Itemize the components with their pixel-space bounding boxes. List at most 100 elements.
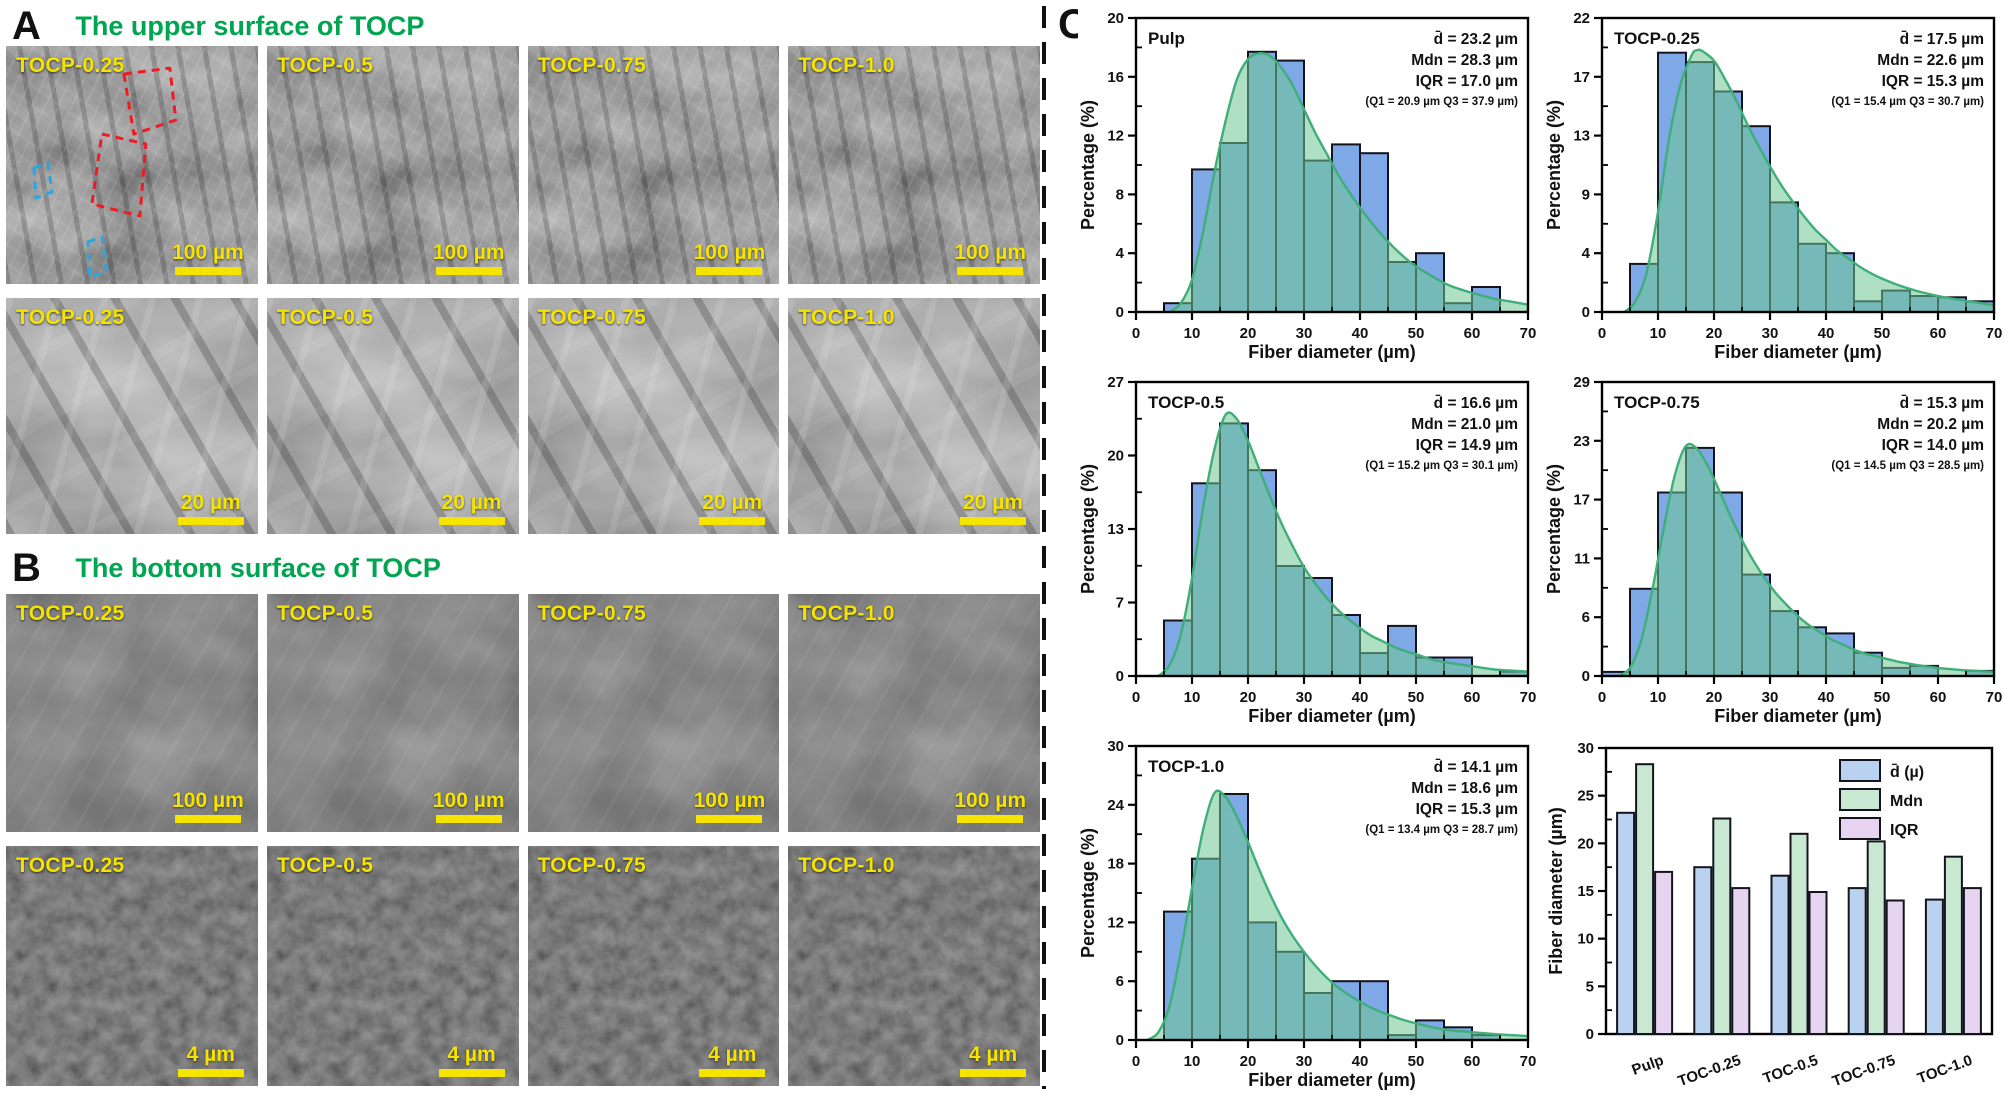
- scale-bar-line: [696, 267, 763, 275]
- svg-text:50: 50: [1408, 1053, 1425, 1070]
- sem-texture: [266, 298, 519, 534]
- svg-text:0: 0: [1116, 668, 1124, 685]
- panel-b-title: The bottom surface of TOCP: [75, 553, 441, 583]
- stats-line: d̄ = 15.3 µm: [1900, 394, 1984, 412]
- summary-bar: [1789, 832, 1809, 1035]
- scale-bar-label: 100 µm: [954, 788, 1026, 812]
- summary-bar: [1847, 887, 1867, 1035]
- scale-bar: 100 µm: [954, 788, 1026, 823]
- y-axis-label: Percentage (%): [1544, 464, 1564, 594]
- sem-fiber-overlay: [527, 298, 780, 534]
- svg-text:60: 60: [1930, 325, 1947, 342]
- svg-text:10: 10: [1184, 1053, 1201, 1070]
- sem-texture: [266, 594, 519, 832]
- sem-tile-a1-tocp-0.5: TOCP-0.5 100 µm: [266, 46, 519, 284]
- scale-bar-label: 20 µm: [702, 490, 763, 514]
- sample-label: Pulp: [1148, 29, 1185, 48]
- summary-bar: [1943, 855, 1963, 1035]
- panel-a-letter: A: [12, 4, 41, 48]
- sem-tile-b1-tocp-0.25: TOCP-0.25 100 µm: [6, 594, 258, 832]
- category-label: TOC-1.0: [1915, 1052, 1975, 1088]
- histogram-tocp-0.75: 0 6 11 17 23 29 0 10 20 30 40 50 60 70 Fiber diameter …: [1544, 372, 2002, 728]
- y-axis-label: Percentage (%): [1078, 464, 1098, 594]
- scale-bar-line: [699, 517, 766, 525]
- sem-tile-a2-tocp-0.5: TOCP-0.5 20 µm: [266, 298, 519, 534]
- svg-text:70: 70: [1986, 689, 2002, 706]
- x-axis-label: Fiber diameter (µm): [1248, 706, 1415, 726]
- hist-fit-curve: [1623, 48, 1995, 313]
- svg-text:17: 17: [1573, 492, 1590, 509]
- sem-tile-b1-tocp-0.75: TOCP-0.75 100 µm: [527, 594, 780, 832]
- sem-tile-label: TOCP-0.5: [276, 54, 374, 77]
- svg-text:30: 30: [1296, 325, 1313, 342]
- scale-bar-label: 4 µm: [708, 1042, 757, 1066]
- sem-tile-label: TOCP-0.5: [276, 602, 374, 625]
- svg-text:24: 24: [1107, 797, 1124, 814]
- svg-text:40: 40: [1352, 689, 1369, 706]
- svg-text:29: 29: [1573, 374, 1590, 391]
- hist-fit-curve: [1618, 442, 1995, 678]
- scale-bar-label: 4 µm: [968, 1042, 1018, 1066]
- svg-text:5: 5: [1586, 978, 1594, 995]
- sample-label: TOCP-1.0: [1148, 757, 1224, 776]
- scale-bar: 4 µm: [438, 1043, 505, 1077]
- svg-text:30: 30: [1577, 740, 1594, 757]
- stats-line: d̄ = 14.1 µm: [1434, 758, 1518, 776]
- hist-fit-curve: [1168, 51, 1529, 313]
- stats-line: IQR = 14.0 µm: [1882, 437, 1984, 454]
- scale-bar: 20 µm: [177, 491, 244, 525]
- scale-bar-line: [174, 267, 241, 275]
- svg-text:4: 4: [1116, 245, 1125, 262]
- svg-text:4: 4: [1582, 245, 1591, 262]
- svg-text:27: 27: [1107, 374, 1124, 391]
- svg-text:0: 0: [1582, 304, 1590, 321]
- stats-line: IQR = 17.0 µm: [1416, 73, 1518, 90]
- sem-texture: [527, 594, 780, 832]
- legend-swatch: [1839, 759, 1881, 782]
- sem-tile-a2-tocp-0.75: TOCP-0.75 20 µm: [527, 298, 780, 534]
- histogram-tocp-0.5: 0 7 13 20 27 0 10 20 30 40 50 60 70 Fiber diameter (µ…: [1078, 372, 1536, 728]
- sem-texture: [266, 46, 519, 284]
- sem-tile-b1-tocp-0.5: TOCP-0.5 100 µm: [266, 594, 519, 832]
- svg-text:9: 9: [1582, 186, 1590, 203]
- summary-bar: [1616, 811, 1636, 1035]
- stats-line: IQR = 14.9 µm: [1416, 437, 1518, 454]
- scale-bar-label: 100 µm: [693, 788, 766, 812]
- sem-tile-label: TOCP-0.25: [16, 602, 125, 625]
- svg-text:0: 0: [1582, 668, 1590, 685]
- sem-tile-label: TOCP-1.0: [798, 306, 895, 329]
- svg-text:13: 13: [1107, 521, 1124, 538]
- stats-line: (Q1 = 13.4 µm Q3 = 28.7 µm): [1365, 824, 1518, 836]
- legend-swatch: [1839, 817, 1881, 840]
- svg-text:20: 20: [1107, 10, 1124, 27]
- svg-text:20: 20: [1706, 689, 1723, 706]
- scale-bar-label: 20 µm: [963, 490, 1023, 514]
- y-axis-label: Percentage (%): [1078, 828, 1098, 958]
- legend-swatch: [1839, 788, 1881, 811]
- panel-divider-dashed-line: [1042, 6, 1046, 1089]
- svg-text:0: 0: [1132, 325, 1140, 342]
- scale-bar-line: [438, 517, 505, 525]
- sem-tile-a1-tocp-1.0: TOCP-1.0 100 µm: [788, 46, 1040, 284]
- sem-fiber-overlay: [788, 46, 1040, 284]
- scale-bar: 20 µm: [960, 490, 1026, 525]
- sample-label: TOCP-0.75: [1614, 393, 1700, 412]
- svg-text:0: 0: [1116, 1032, 1124, 1049]
- scale-bar: 4 µm: [177, 1043, 244, 1077]
- sem-texture: [6, 594, 258, 832]
- svg-text:70: 70: [1520, 325, 1536, 342]
- sem-fiber-overlay: [266, 594, 519, 832]
- svg-text:23: 23: [1573, 433, 1590, 450]
- svg-text:70: 70: [1520, 1053, 1536, 1070]
- category-label: Pulp: [1630, 1052, 1666, 1079]
- svg-text:40: 40: [1818, 689, 1835, 706]
- svg-text:10: 10: [1184, 689, 1201, 706]
- sem-tile-a2-tocp-0.25: TOCP-0.25 20 µm: [6, 298, 258, 534]
- svg-text:0: 0: [1586, 1026, 1594, 1043]
- stats-line: IQR = 15.3 µm: [1416, 801, 1518, 818]
- svg-text:0: 0: [1598, 689, 1606, 706]
- y-axis-label: Percentage (%): [1078, 100, 1098, 230]
- svg-text:8: 8: [1116, 186, 1124, 203]
- summary-bar: [1808, 891, 1828, 1035]
